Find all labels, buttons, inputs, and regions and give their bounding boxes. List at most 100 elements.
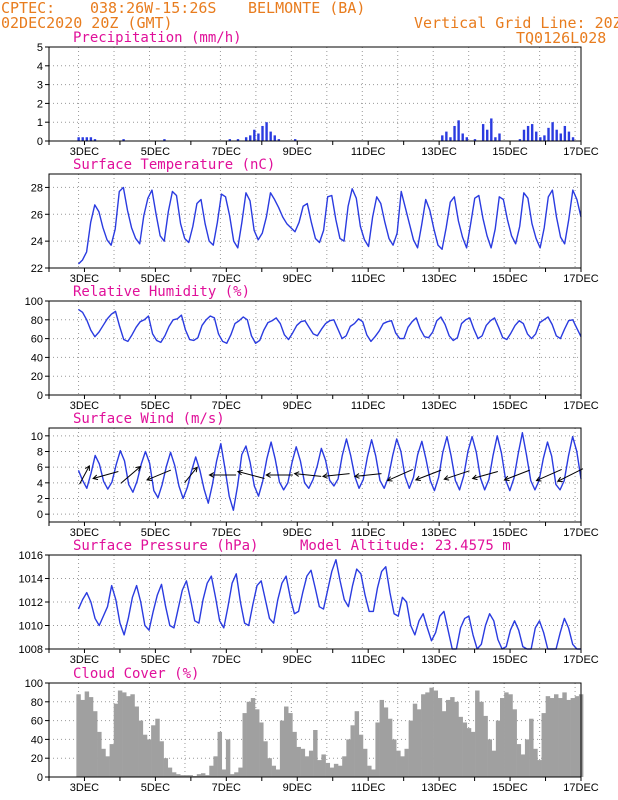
cloud-bar: [308, 750, 314, 777]
cloud-bar: [263, 741, 268, 777]
x-tick-label: 3DEC: [70, 273, 99, 285]
precip-bar: [449, 137, 452, 141]
y-tick-label: 2: [37, 98, 43, 110]
x-tick-label: 17DEC: [563, 654, 599, 666]
cloud-bar: [151, 725, 156, 777]
header-grid-note: Vertical Grid Line: 20Z: [414, 14, 618, 32]
x-tick-label: 17DEC: [563, 146, 599, 158]
cloud-bar: [296, 746, 301, 777]
cloud-bar: [171, 772, 177, 777]
wind-arrow: [293, 471, 322, 477]
precip-bar: [490, 118, 493, 141]
wind-arrow-shaft: [79, 465, 90, 485]
cloud-bar: [167, 767, 173, 777]
precip-bar: [244, 137, 248, 141]
cloud-bar: [88, 697, 94, 777]
x-tick-label: 9DEC: [283, 146, 312, 158]
panel-title: Surface Pressure (hPa): [73, 538, 258, 554]
wind-arrow: [414, 469, 442, 482]
x-tick-label: 3DEC: [70, 146, 99, 158]
cloud-bar: [416, 709, 422, 777]
precip-bar: [522, 129, 526, 141]
wind-arrow-shaft: [504, 469, 530, 481]
cloud-bar: [205, 775, 210, 777]
cloud-bar: [200, 773, 206, 777]
wind-arrow-shaft: [387, 468, 413, 482]
precip-bar: [228, 139, 232, 141]
precip-bar: [555, 129, 558, 141]
x-tick-label: 17DEC: [563, 273, 599, 285]
cloud-bar: [242, 713, 247, 777]
precip-bar: [261, 125, 264, 141]
cloud-bar: [300, 748, 306, 777]
x-tick-label: 15DEC: [492, 527, 528, 539]
header-coords: 038:26W-15:26S: [90, 0, 217, 17]
wind-arrow-shaft: [557, 468, 584, 482]
precip-bar: [461, 133, 464, 141]
cloud-bar: [176, 774, 181, 777]
x-tick-label: 5DEC: [141, 146, 170, 158]
x-tick-label: 11DEC: [351, 146, 386, 158]
cloud-bar: [354, 711, 360, 777]
y-tick-label: 60: [31, 334, 43, 346]
y-tick-label: 0: [37, 136, 43, 148]
precip-bar: [163, 139, 166, 141]
panel-frame: [48, 682, 582, 778]
x-tick-label: 11DEC: [351, 400, 386, 412]
cloud-bar: [142, 734, 148, 777]
panel-frame: [48, 173, 582, 269]
cloud-bar: [379, 699, 385, 777]
wind-arrow-head: [192, 466, 198, 473]
x-tick-label: 3DEC: [70, 527, 99, 539]
cloud-bar: [250, 698, 256, 777]
cloud-bar: [284, 706, 289, 777]
x-tick-label: 5DEC: [141, 273, 170, 285]
cloud-bar: [122, 692, 127, 777]
wind-arrow: [236, 469, 265, 479]
x-tick-label: 5DEC: [141, 527, 170, 539]
wind-arrow-head: [386, 476, 393, 482]
wind-arrow: [208, 472, 237, 478]
cloud-bar: [271, 765, 277, 777]
cloud-bar: [383, 707, 389, 777]
wind-arrow-head: [535, 476, 542, 482]
temp-series-line: [77, 186, 582, 265]
x-tick-label: 3DEC: [70, 782, 99, 794]
panel-frame: [48, 300, 582, 396]
wind-arrow-shaft: [354, 473, 382, 477]
precip-bar: [85, 137, 89, 141]
cloud-bar: [500, 698, 505, 777]
precip-bar: [89, 137, 93, 141]
cloud-bar: [512, 709, 517, 777]
cloud-bar: [76, 694, 81, 777]
wind-arrow-head: [146, 475, 153, 481]
y-tick-label: 40: [31, 352, 43, 364]
x-tick-label: 7DEC: [212, 654, 241, 666]
x-tick-label: 7DEC: [212, 527, 241, 539]
wind-arrow: [503, 469, 530, 482]
x-tick-label: 11DEC: [351, 527, 386, 539]
x-tick-label: 7DEC: [212, 782, 241, 794]
cloud-bar: [367, 765, 372, 777]
header-run-time: 02DEC2020 20Z (GMT): [1, 14, 173, 32]
cloud-bar: [412, 703, 418, 777]
precip-bar: [81, 137, 84, 141]
x-tick-label: 15DEC: [492, 400, 528, 412]
header-source: CPTEC:: [1, 0, 56, 17]
y-tick-label: 1014: [19, 574, 43, 586]
cloud-bar: [279, 720, 285, 777]
cloud-bar: [458, 716, 463, 777]
cloud-bar: [163, 758, 169, 777]
wind-arrow-head: [208, 472, 215, 478]
precip-bar: [253, 129, 256, 141]
cloud-bar: [570, 698, 576, 777]
wind-arrow-head: [353, 473, 360, 479]
cloud-bar: [188, 775, 193, 777]
panel-precip: Precipitation (mm/h) 0 1 2 3 4 5 3DEC 5DEC 7DEC 9D…: [37, 30, 599, 158]
wind-arrow-head: [443, 475, 450, 481]
x-tick-label: 9DEC: [283, 273, 312, 285]
cloud-bar: [275, 769, 281, 777]
y-tick-label: 4: [37, 61, 43, 73]
precip-bar: [539, 137, 542, 141]
x-tick-label: 17DEC: [563, 782, 599, 794]
